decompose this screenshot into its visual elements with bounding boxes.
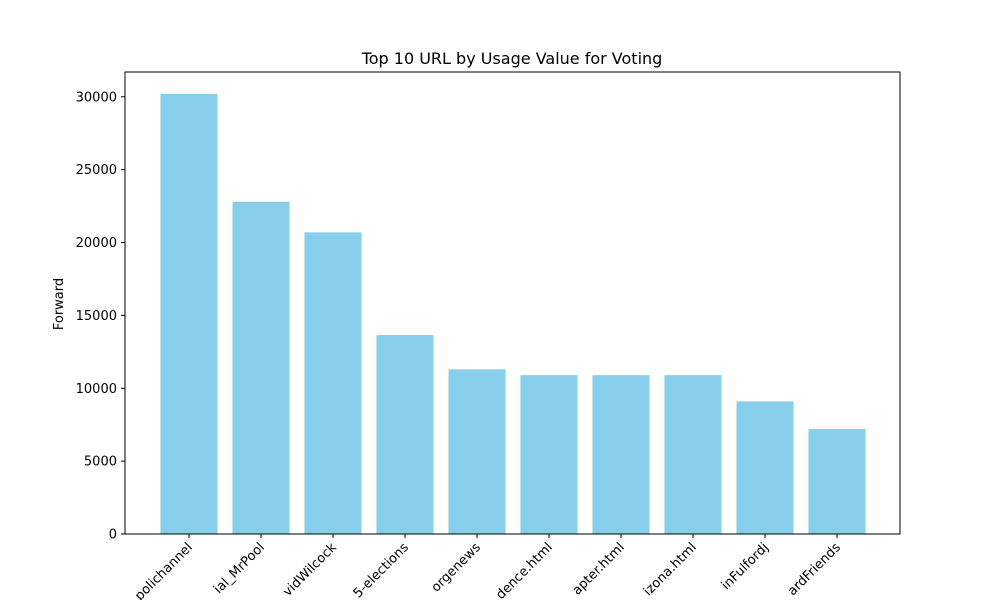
- bar-4: [376, 335, 434, 534]
- x-tick-label: vidWilcock: [280, 540, 340, 600]
- x-tick-label: ardFriends: [785, 540, 844, 599]
- x-tick-label: dence.html: [493, 540, 556, 600]
- bars-layer: [160, 93, 866, 534]
- y-axis: 0 5000 10000 15000 20000 25000 30000: [76, 90, 125, 543]
- bar-9: [736, 401, 794, 534]
- x-tick-label: inFulfordj: [719, 540, 772, 593]
- x-tick-label: 5-elections: [351, 540, 412, 600]
- x-tick-label: ial_MrPool: [211, 540, 268, 597]
- x-axis: polichannel ial_MrPool vidWilcock 5-electio…: [132, 534, 844, 604]
- plot-area-frame: [124, 71, 901, 535]
- x-tick-label: polichannel: [132, 540, 196, 600]
- bar-3: [304, 232, 362, 534]
- bar-6: [520, 375, 578, 534]
- y-tick-label: 15000: [76, 309, 117, 324]
- bar-1: [160, 93, 218, 534]
- y-tick-label: 5000: [84, 455, 117, 470]
- x-tick-label: orgenews: [429, 540, 484, 595]
- bar-2: [232, 201, 290, 534]
- x-tick-label: apter.html: [570, 540, 628, 598]
- chart-title: Top 10 URL by Usage Value for Voting: [361, 49, 663, 68]
- y-tick-label: 10000: [76, 382, 117, 397]
- y-tick-label: 20000: [76, 236, 117, 251]
- y-tick-label: 30000: [76, 90, 117, 105]
- x-tick-label: izona.html: [641, 540, 700, 599]
- bar-10: [808, 429, 866, 534]
- y-axis-label: Forward: [52, 278, 67, 330]
- bar-5: [448, 369, 506, 534]
- bar-7: [592, 375, 650, 534]
- bar-8: [664, 375, 722, 534]
- y-tick-label: 25000: [76, 163, 117, 178]
- y-tick-label: 0: [109, 528, 117, 543]
